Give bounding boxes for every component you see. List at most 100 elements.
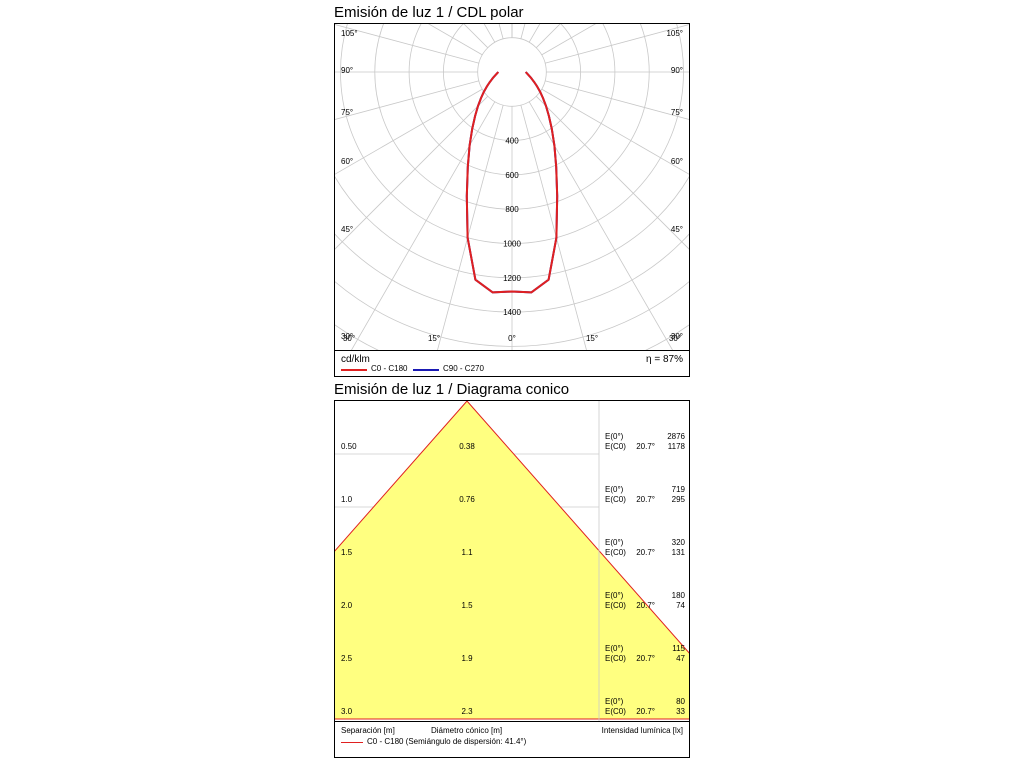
polar-ring xyxy=(335,233,689,313)
angle-label-right: 45° xyxy=(671,225,683,234)
ec0-label: E(C0) xyxy=(605,601,626,610)
ec0-label: E(C0) xyxy=(605,707,626,716)
e0-label: E(0°) xyxy=(605,644,624,653)
angle-label-bottom: 30° xyxy=(343,334,355,343)
polar-legend-divider xyxy=(335,350,689,351)
ec0-angle: 20.7° xyxy=(636,601,655,610)
ec0-value: 1178 xyxy=(668,442,686,451)
polar-spoke xyxy=(463,24,489,49)
ec0-label: E(C0) xyxy=(605,495,626,504)
separation-label: 2.5 xyxy=(341,654,353,663)
polar-ring xyxy=(408,24,616,176)
polar-chart-title: Emisión de luz 1 / CDL polar xyxy=(334,4,524,21)
angle-label-left: 75° xyxy=(341,108,353,117)
diameter-label: 0.76 xyxy=(459,495,475,504)
polar-spoke xyxy=(544,80,689,120)
radial-label-1000: 1000 xyxy=(503,240,521,249)
angle-label-bottom: 30° xyxy=(669,334,681,343)
angle-label-right: 105° xyxy=(666,29,683,38)
e0-label: E(0°) xyxy=(605,538,624,547)
e0-label: E(0°) xyxy=(605,697,624,706)
angle-label-left: 45° xyxy=(341,225,353,234)
intensity-axis-label: Intensidad lumínica [lx] xyxy=(601,726,683,735)
ec0-value: 295 xyxy=(672,495,686,504)
polar-spoke xyxy=(528,24,541,43)
polar-ring xyxy=(340,24,684,244)
polar-spoke xyxy=(544,24,689,64)
diameter-label: 1.5 xyxy=(461,601,473,610)
polar-ring xyxy=(374,24,650,210)
e0-value: 320 xyxy=(672,538,686,547)
ec0-label: E(C0) xyxy=(605,442,626,451)
ec0-value: 74 xyxy=(676,601,685,610)
cone-chart-frame: 0.50 0.38 E(0°) 2876 E(C0) 20.7° 1178 1.0 0.76 E(… xyxy=(334,400,690,758)
ec0-angle: 20.7° xyxy=(636,707,655,716)
curve-c0-c180 xyxy=(465,71,559,294)
polar-spoke xyxy=(528,101,673,350)
radial-label-1400: 1400 xyxy=(503,308,521,317)
diameter-label: 1.9 xyxy=(461,654,473,663)
polar-spoke xyxy=(498,24,504,40)
angle-label-bottom: 15° xyxy=(586,334,598,343)
angle-label-right: 75° xyxy=(671,108,683,117)
e0-label: E(0°) xyxy=(605,485,624,494)
separation-label: 2.0 xyxy=(341,601,353,610)
legend-line-c0-c180 xyxy=(341,369,367,371)
polar-spoke xyxy=(335,80,480,120)
polar-spoke xyxy=(335,95,489,250)
ec0-value: 47 xyxy=(676,654,685,663)
e0-value: 80 xyxy=(676,697,685,706)
polar-spoke xyxy=(520,24,526,40)
separation-label: 1.5 xyxy=(341,548,353,557)
ec0-label: E(C0) xyxy=(605,548,626,557)
ec0-value: 131 xyxy=(672,548,686,557)
separation-axis-label: Separación [m] xyxy=(341,726,395,735)
separation-label: 3.0 xyxy=(341,707,353,716)
polar-spoke xyxy=(535,95,689,250)
polar-ring xyxy=(477,37,547,107)
cone-legend-line xyxy=(341,742,363,743)
polar-chart: 400 600 800 1000 1200 1400 105° 90° 75° 60° 45° 30°… xyxy=(335,24,689,350)
e0-label: E(0°) xyxy=(605,432,624,441)
polar-ring xyxy=(335,281,689,347)
cone-footer-divider xyxy=(335,721,689,722)
radial-label-400: 400 xyxy=(505,137,519,146)
legend-line-c90-c270 xyxy=(413,369,439,371)
polar-spoke xyxy=(351,101,496,350)
polar-spoke xyxy=(520,104,587,350)
e0-value: 2876 xyxy=(667,432,685,441)
polar-ring xyxy=(335,176,689,279)
ec0-angle: 20.7° xyxy=(636,442,655,451)
unit-label: cd/klm xyxy=(341,354,370,365)
diameter-label: 1.1 xyxy=(461,548,473,557)
ec0-angle: 20.7° xyxy=(636,654,655,663)
radial-label-800: 800 xyxy=(505,205,519,214)
polar-spoke xyxy=(335,24,480,64)
ec0-label: E(C0) xyxy=(605,654,626,663)
e0-label: E(0°) xyxy=(605,591,624,600)
separation-label: 1.0 xyxy=(341,495,353,504)
angle-label-bottom: 15° xyxy=(428,334,440,343)
angle-label-left: 105° xyxy=(341,29,358,38)
e0-value: 180 xyxy=(672,591,686,600)
legend-label-c90-c270: C90 - C270 xyxy=(443,364,484,373)
e0-value: 719 xyxy=(672,485,686,494)
separation-label: 0.50 xyxy=(341,442,357,451)
cone-legend-label: C0 - C180 (Semiángulo de dispersión: 41.… xyxy=(367,737,527,746)
polar-spoke xyxy=(483,24,496,43)
angle-label-bottom: 0° xyxy=(508,334,516,343)
diameter-axis-label: Diámetro cónico [m] xyxy=(431,726,503,735)
diameter-label: 2.3 xyxy=(461,707,473,716)
cone-chart-title: Emisión de luz 1 / Diagrama conico xyxy=(334,381,570,398)
light-cone xyxy=(335,401,689,720)
legend-label-c0-c180: C0 - C180 xyxy=(371,364,408,373)
angle-label-right: 60° xyxy=(671,157,683,166)
cone-diagram: 0.50 0.38 E(0°) 2876 E(C0) 20.7° 1178 1.0 0.76 E(… xyxy=(335,401,689,721)
diameter-label: 0.38 xyxy=(459,442,475,451)
polar-spoke xyxy=(437,104,504,350)
radial-label-600: 600 xyxy=(505,171,519,180)
polar-ring xyxy=(443,24,581,141)
polar-spoke xyxy=(541,88,689,175)
angle-label-right: 30° xyxy=(671,332,683,341)
efficiency-label: η = 87% xyxy=(646,354,683,365)
